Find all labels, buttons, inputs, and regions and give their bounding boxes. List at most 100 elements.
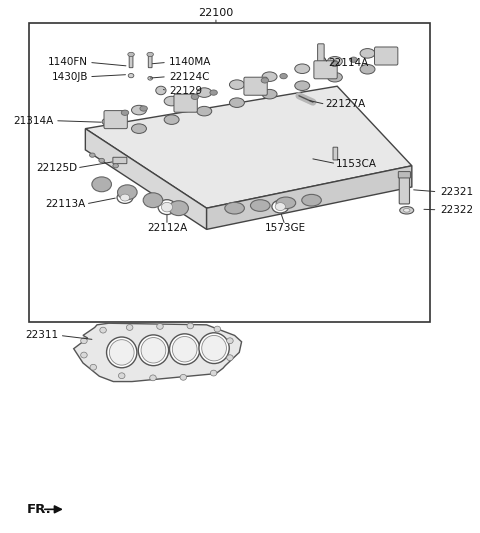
Text: 1153CA: 1153CA xyxy=(336,159,377,168)
Ellipse shape xyxy=(191,94,199,100)
Ellipse shape xyxy=(140,106,147,111)
Text: 22129: 22129 xyxy=(169,86,203,96)
Text: 1140FN: 1140FN xyxy=(48,58,88,67)
Ellipse shape xyxy=(118,185,137,200)
Ellipse shape xyxy=(126,325,133,330)
Text: 1140MA: 1140MA xyxy=(169,57,212,67)
FancyBboxPatch shape xyxy=(318,44,324,62)
Ellipse shape xyxy=(164,115,179,124)
Ellipse shape xyxy=(164,96,179,106)
FancyBboxPatch shape xyxy=(113,157,127,164)
FancyBboxPatch shape xyxy=(314,61,337,79)
Text: FR.: FR. xyxy=(27,503,52,516)
Ellipse shape xyxy=(100,327,107,333)
Ellipse shape xyxy=(169,334,200,365)
Text: 22112A: 22112A xyxy=(147,223,187,233)
Ellipse shape xyxy=(327,56,342,66)
Ellipse shape xyxy=(331,61,338,67)
Ellipse shape xyxy=(120,194,130,201)
Ellipse shape xyxy=(156,86,166,95)
Text: 22114A: 22114A xyxy=(328,59,368,68)
Ellipse shape xyxy=(147,52,154,56)
Ellipse shape xyxy=(138,335,168,366)
Ellipse shape xyxy=(143,193,163,208)
Polygon shape xyxy=(85,86,412,208)
Ellipse shape xyxy=(197,107,212,116)
Ellipse shape xyxy=(158,200,176,215)
Ellipse shape xyxy=(90,365,96,370)
Ellipse shape xyxy=(202,335,227,361)
Ellipse shape xyxy=(92,177,111,192)
Ellipse shape xyxy=(327,72,342,82)
Ellipse shape xyxy=(251,200,270,212)
Text: 1573GE: 1573GE xyxy=(264,223,306,233)
Text: 22124C: 22124C xyxy=(169,71,210,82)
Ellipse shape xyxy=(132,124,146,133)
Ellipse shape xyxy=(128,74,134,78)
Ellipse shape xyxy=(172,336,197,362)
Text: 22322: 22322 xyxy=(440,205,473,215)
Ellipse shape xyxy=(107,337,137,368)
Text: 22125D: 22125D xyxy=(36,163,77,173)
Ellipse shape xyxy=(225,203,244,214)
FancyBboxPatch shape xyxy=(398,172,410,178)
FancyBboxPatch shape xyxy=(29,22,431,322)
Text: 22311: 22311 xyxy=(25,330,58,341)
Polygon shape xyxy=(206,166,412,229)
FancyBboxPatch shape xyxy=(244,77,267,95)
Ellipse shape xyxy=(148,76,153,80)
Ellipse shape xyxy=(132,106,146,115)
Ellipse shape xyxy=(295,81,310,91)
Ellipse shape xyxy=(128,52,134,56)
Ellipse shape xyxy=(169,201,189,216)
Ellipse shape xyxy=(400,207,414,214)
Ellipse shape xyxy=(113,164,119,168)
Ellipse shape xyxy=(262,90,277,99)
FancyBboxPatch shape xyxy=(399,174,409,204)
Ellipse shape xyxy=(197,88,212,98)
Ellipse shape xyxy=(214,326,221,332)
Ellipse shape xyxy=(141,337,166,363)
FancyBboxPatch shape xyxy=(374,47,398,65)
Ellipse shape xyxy=(295,64,310,74)
Ellipse shape xyxy=(161,203,173,212)
Ellipse shape xyxy=(121,110,129,115)
Text: 22113A: 22113A xyxy=(46,199,86,209)
Ellipse shape xyxy=(150,375,156,381)
Polygon shape xyxy=(85,128,206,229)
Ellipse shape xyxy=(350,57,357,62)
Ellipse shape xyxy=(404,208,410,212)
FancyBboxPatch shape xyxy=(333,147,337,160)
Ellipse shape xyxy=(199,333,229,364)
Ellipse shape xyxy=(272,200,288,213)
Ellipse shape xyxy=(229,80,244,90)
Ellipse shape xyxy=(99,158,105,163)
Ellipse shape xyxy=(210,370,217,376)
Ellipse shape xyxy=(302,195,321,206)
Ellipse shape xyxy=(276,197,296,209)
FancyBboxPatch shape xyxy=(129,55,133,68)
FancyBboxPatch shape xyxy=(174,94,197,112)
Ellipse shape xyxy=(229,98,244,108)
Ellipse shape xyxy=(119,373,125,378)
Ellipse shape xyxy=(102,118,110,125)
Ellipse shape xyxy=(227,355,233,361)
Ellipse shape xyxy=(262,72,277,82)
Ellipse shape xyxy=(81,352,87,358)
Ellipse shape xyxy=(360,49,375,58)
Polygon shape xyxy=(74,323,241,382)
Ellipse shape xyxy=(117,192,133,204)
Text: 1430JB: 1430JB xyxy=(52,71,88,82)
Ellipse shape xyxy=(210,90,217,95)
Ellipse shape xyxy=(156,324,163,329)
Text: 22100: 22100 xyxy=(198,8,234,18)
Text: 21314A: 21314A xyxy=(13,116,54,126)
Ellipse shape xyxy=(275,203,286,211)
FancyBboxPatch shape xyxy=(104,111,127,128)
FancyBboxPatch shape xyxy=(148,55,152,68)
Ellipse shape xyxy=(280,74,288,79)
Ellipse shape xyxy=(360,64,375,74)
Text: 22127A: 22127A xyxy=(325,99,366,109)
Ellipse shape xyxy=(227,338,233,344)
Ellipse shape xyxy=(180,374,187,380)
